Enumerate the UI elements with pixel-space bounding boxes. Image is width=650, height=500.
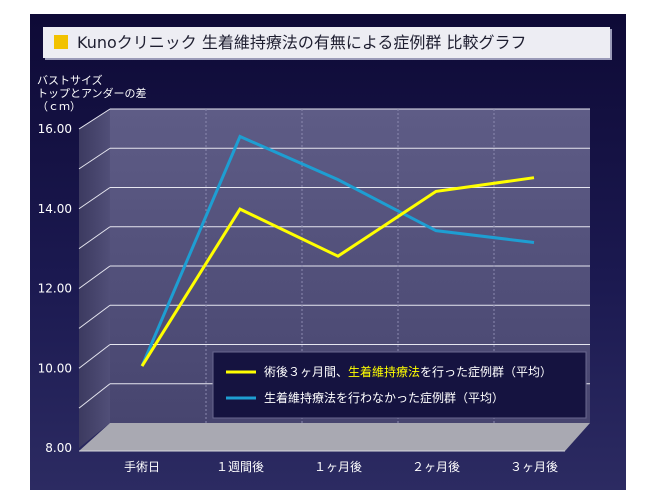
y-tick-label: 12.00 <box>38 282 72 296</box>
legend-box <box>212 351 587 419</box>
grid-line-side <box>78 304 111 329</box>
y-tick-label: 8.00 <box>45 441 72 455</box>
legend: 術後３ヶ月間、生着維持療法を行った症例群（平均） 生着維持療法を行わなかった症例群… <box>212 351 587 419</box>
y-tick-label: 14.00 <box>38 202 72 216</box>
series-line-2 <box>140 134 535 367</box>
y-tick-label: 16.00 <box>38 122 72 136</box>
grid-line-side <box>78 265 111 289</box>
y-axis-label-line-2: トップとアンダーの差 <box>37 87 147 100</box>
chart-title: Kunoクリニック 生着維持療法の有無による症例群 比較グラフ <box>77 33 527 52</box>
chart-floor <box>79 423 590 451</box>
x-tick-label: 手術日 <box>124 460 160 474</box>
y-axis-label-line-1: バストサイズ <box>37 74 103 87</box>
y-axis-label-line-3: （ｃｍ） <box>37 100 81 113</box>
x-tick-label: １週間後 <box>216 460 264 474</box>
grid-line-side <box>78 187 111 210</box>
grid-line-side <box>78 344 111 369</box>
grid-line-side <box>78 383 111 409</box>
y-tick-label: 10.00 <box>38 361 72 375</box>
grid-line-side <box>78 226 111 250</box>
chart-title-bar: Kunoクリニック 生着維持療法の有無による症例群 比較グラフ <box>43 27 610 58</box>
y-axis-label: バストサイズ トップとアンダーの差 （ｃｍ） <box>37 74 147 113</box>
yellow-square-icon <box>54 35 68 49</box>
x-tick-label: ３ヶ月後 <box>510 460 558 474</box>
legend-label-2: 生着維持療法を行わなかった症例群（平均） <box>264 390 504 405</box>
x-tick-label: ２ヶ月後 <box>412 460 460 474</box>
grid-line-side <box>78 108 111 130</box>
chart-side-wall <box>79 109 110 448</box>
grid-line-side <box>78 147 111 170</box>
series-line-1 <box>140 176 535 367</box>
legend-label-1: 術後３ヶ月間、生着維持療法を行った症例群（平均） <box>264 364 552 379</box>
x-tick-label: １ヶ月後 <box>314 460 362 474</box>
